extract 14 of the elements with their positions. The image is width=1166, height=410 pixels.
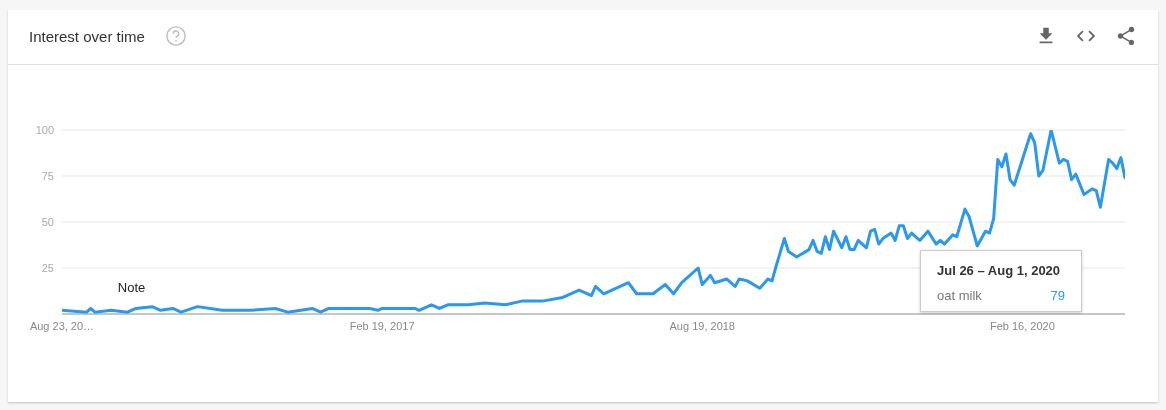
x-tick-label: Aug 23, 20…	[29, 319, 95, 332]
x-tick-label: Aug 19, 2018	[669, 319, 735, 332]
text: oat milk	[937, 288, 982, 303]
chart-title: Interest over time	[29, 28, 145, 45]
y-tick-label: 25	[41, 261, 54, 274]
annotation: Jul 26 – Aug 1, 2020	[937, 263, 1061, 278]
x-tick-label: Feb 19, 2017	[349, 319, 415, 332]
y-tick-label: 100	[35, 123, 54, 136]
x-tick-label: Feb 16, 2020	[989, 319, 1055, 332]
y-tick-label: 50	[41, 215, 54, 228]
annotation: Note	[117, 280, 146, 296]
y-tick-label: 75	[41, 169, 54, 182]
line-series	[62, 130, 1125, 314]
annotation: 79	[1050, 288, 1065, 303]
